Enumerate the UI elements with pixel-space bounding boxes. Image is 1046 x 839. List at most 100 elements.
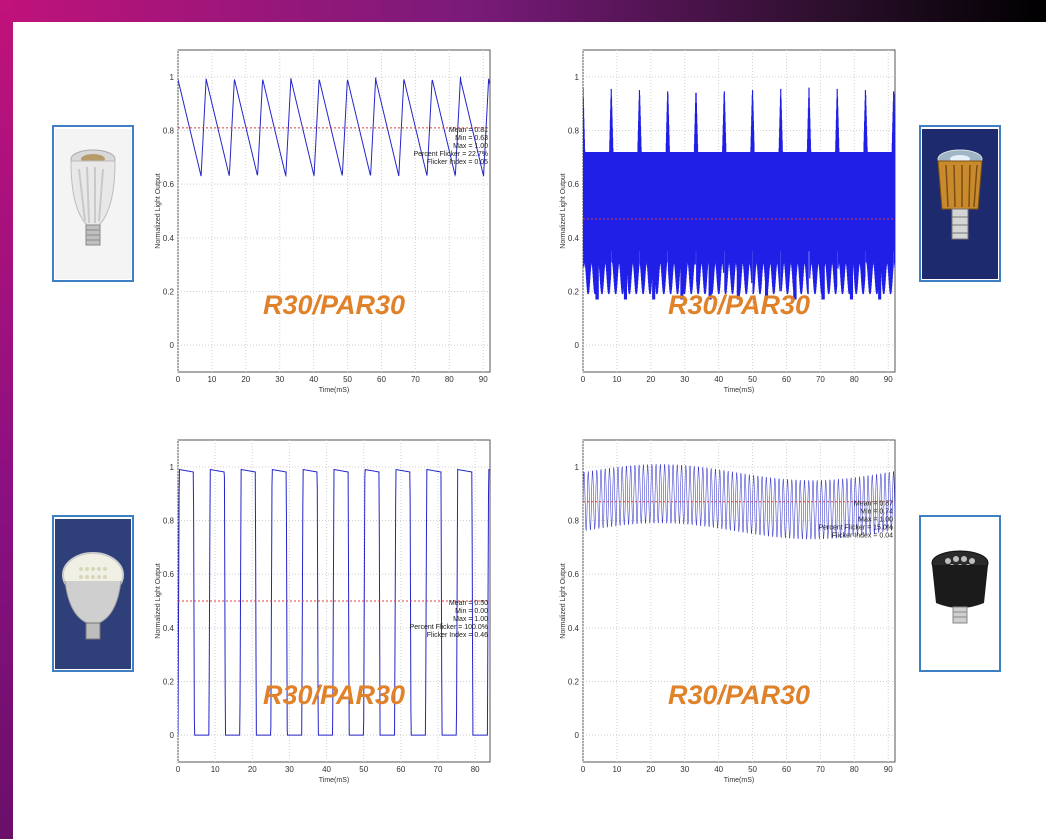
x-tick-label: 80	[850, 375, 859, 384]
light-output-line	[178, 76, 490, 178]
stat-label: Percent Flicker = 22.7%	[413, 151, 488, 158]
signal-group	[583, 464, 895, 540]
x-tick-label: 30	[285, 765, 294, 774]
x-axis-label: Time(mS)	[319, 777, 349, 784]
x-tick-label: 50	[748, 375, 757, 384]
x-tick-label: 50	[748, 765, 757, 774]
x-tick-label: 70	[434, 765, 443, 774]
plot-area	[177, 49, 491, 373]
x-tick-label: 80	[471, 765, 480, 774]
x-tick-label: 60	[377, 375, 386, 384]
y-tick-label: 0.8	[163, 517, 175, 526]
x-tick-label: 10	[211, 765, 220, 774]
x-tick-label: 90	[884, 765, 893, 774]
light-output-line	[583, 464, 895, 540]
x-tick-label: 10	[207, 375, 216, 384]
x-tick-label: 80	[850, 765, 859, 774]
x-tick-label: 60	[782, 765, 791, 774]
stat-label: Percent Flicker = 100.0%	[410, 624, 488, 631]
x-tick-label: 0	[581, 375, 586, 384]
y-tick-label: 1	[575, 463, 580, 472]
x-tick-label: 60	[782, 375, 791, 384]
y-tick-label: 1	[170, 73, 175, 82]
flicker-chart-bottom-right: 0 10 20 30 40 50 60 70 80 90 0 0.2 0.4 0.6 0.8 1 Time(mS…	[560, 439, 896, 784]
stat-label: Flicker Index = 0.05	[427, 159, 488, 166]
x-tick-label: 10	[612, 765, 621, 774]
light-output-band	[583, 87, 895, 300]
y-tick-label: 0	[575, 731, 580, 740]
stat-label: Min = 0.63	[455, 135, 488, 142]
y-tick-label: 0	[575, 341, 580, 350]
y-tick-label: 0	[170, 341, 175, 350]
x-tick-label: 0	[176, 765, 181, 774]
y-tick-label: 0.4	[163, 234, 175, 243]
stat-label: Max = 1.00	[453, 143, 488, 150]
y-tick-label: 0.6	[568, 180, 580, 189]
y-tick-label: 0.2	[163, 288, 175, 297]
x-axis-label: Time(mS)	[724, 387, 754, 394]
x-tick-label: 60	[396, 765, 405, 774]
plot-area	[582, 439, 896, 763]
y-tick-label: 0.2	[163, 678, 175, 687]
x-tick-label: 90	[479, 375, 488, 384]
flicker-chart-top-right: 0 10 20 30 40 50 60 70 80 90 0 0.2 0.4 0.6 0.8 1 Time(mS…	[560, 49, 896, 394]
x-tick-label: 70	[816, 375, 825, 384]
signal-group	[178, 468, 490, 736]
x-tick-label: 40	[714, 765, 723, 774]
x-tick-label: 20	[248, 765, 257, 774]
y-tick-label: 0.8	[568, 517, 580, 526]
x-axis-label: Time(mS)	[724, 777, 754, 784]
lamp-photo-par30-black-multi-led	[919, 515, 1001, 672]
lamp-photo-r30-gold-finned	[919, 125, 1001, 282]
stat-label: Flicker Index = 0.46	[427, 632, 488, 639]
x-tick-label: 40	[322, 765, 331, 774]
y-tick-label: 0.8	[163, 127, 175, 136]
lamp-type-label: R30/PAR30	[263, 290, 405, 320]
signal-group	[178, 76, 490, 178]
y-tick-label: 1	[170, 463, 175, 472]
y-tick-label: 0.4	[568, 624, 580, 633]
stat-label: Percent Flicker = 15.0%	[818, 525, 893, 532]
y-axis-label: Normalized Light Output	[560, 563, 567, 639]
stat-label: Max = 1.00	[858, 517, 893, 524]
y-tick-label: 0.4	[163, 624, 175, 633]
stat-label: Min = 0.74	[860, 509, 893, 516]
x-tick-label: 0	[176, 375, 181, 384]
x-tick-label: 30	[680, 375, 689, 384]
lamp-type-label: R30/PAR30	[668, 290, 810, 320]
x-tick-label: 40	[714, 375, 723, 384]
y-tick-label: 0	[170, 731, 175, 740]
x-tick-label: 0	[581, 765, 586, 774]
lamp-type-label: R30/PAR30	[263, 680, 405, 710]
y-tick-label: 1	[575, 73, 580, 82]
x-tick-label: 70	[411, 375, 420, 384]
stat-label: Mean = 0.81	[449, 127, 488, 134]
stat-label: Max = 1.00	[453, 616, 488, 623]
x-axis-label: Time(mS)	[319, 387, 349, 394]
y-tick-label: 0.6	[163, 570, 175, 579]
y-axis-label: Normalized Light Output	[560, 173, 567, 249]
y-tick-label: 0.2	[568, 288, 580, 297]
x-tick-label: 10	[612, 375, 621, 384]
x-tick-label: 70	[816, 765, 825, 774]
x-tick-label: 50	[343, 375, 352, 384]
slide-top-border	[0, 0, 1046, 22]
x-tick-label: 50	[359, 765, 368, 774]
flicker-chart-bottom-left: 0 10 20 30 40 50 60 70 80 0 0.2 0.4 0.6 0.8 1 Time(mS) N…	[155, 439, 491, 784]
lamp-photo-par30-led-array	[52, 515, 134, 672]
light-output-line	[178, 468, 490, 736]
x-tick-label: 30	[275, 375, 284, 384]
x-tick-label: 90	[884, 375, 893, 384]
lamp-type-label: R30/PAR30	[668, 680, 810, 710]
y-tick-label: 0.6	[568, 570, 580, 579]
x-tick-label: 40	[309, 375, 318, 384]
x-tick-label: 20	[646, 765, 655, 774]
stat-label: Mean = 0.87	[854, 501, 893, 508]
x-tick-label: 80	[445, 375, 454, 384]
stat-label: Min = 0.00	[455, 608, 488, 615]
y-axis-label: Normalized Light Output	[155, 173, 162, 249]
y-tick-label: 0.2	[568, 678, 580, 687]
stat-label: Flicker Index = 0.04	[832, 533, 893, 540]
x-tick-label: 30	[680, 765, 689, 774]
slide-left-border	[0, 0, 13, 839]
